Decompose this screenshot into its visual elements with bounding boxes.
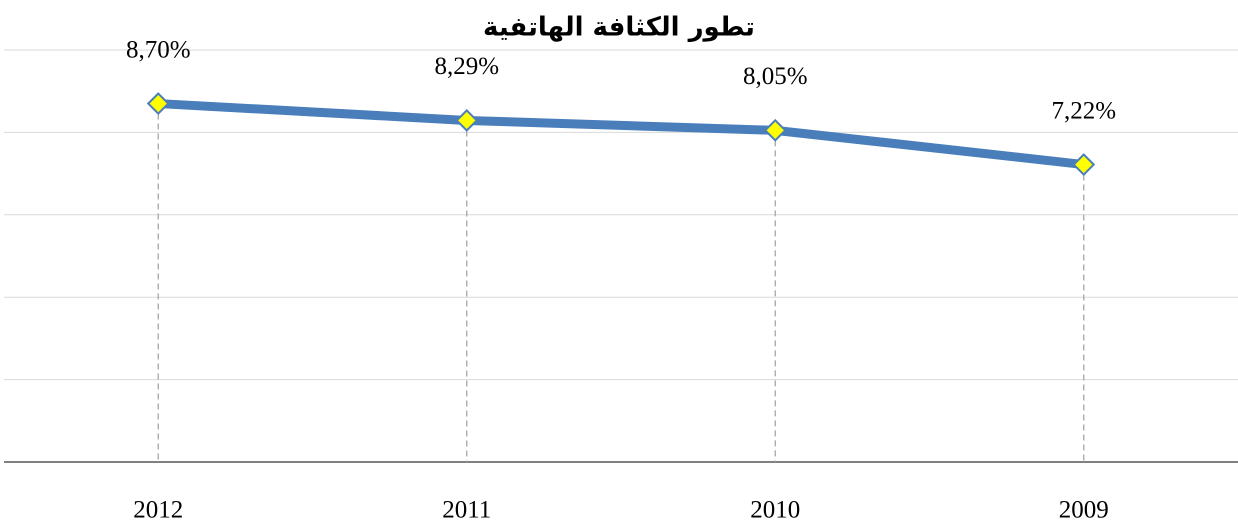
- data-label: 8,05%: [743, 63, 808, 90]
- marker: [455, 109, 479, 132]
- data-label: 7,22%: [1051, 97, 1116, 124]
- x-tick-label: 2011: [442, 497, 491, 523]
- marker: [763, 118, 787, 142]
- data-label: 8,29%: [434, 53, 499, 80]
- data-label: 8,70%: [126, 36, 191, 63]
- marker: [1072, 153, 1096, 176]
- x-tick-label: 2010: [750, 497, 800, 523]
- series-line: [153, 99, 1089, 170]
- x-tick-label: 2012: [133, 497, 183, 523]
- chart-title: تطور الكثافة الهاتفية: [483, 13, 755, 43]
- marker: [146, 92, 170, 115]
- x-tick-label: 2009: [1059, 497, 1109, 523]
